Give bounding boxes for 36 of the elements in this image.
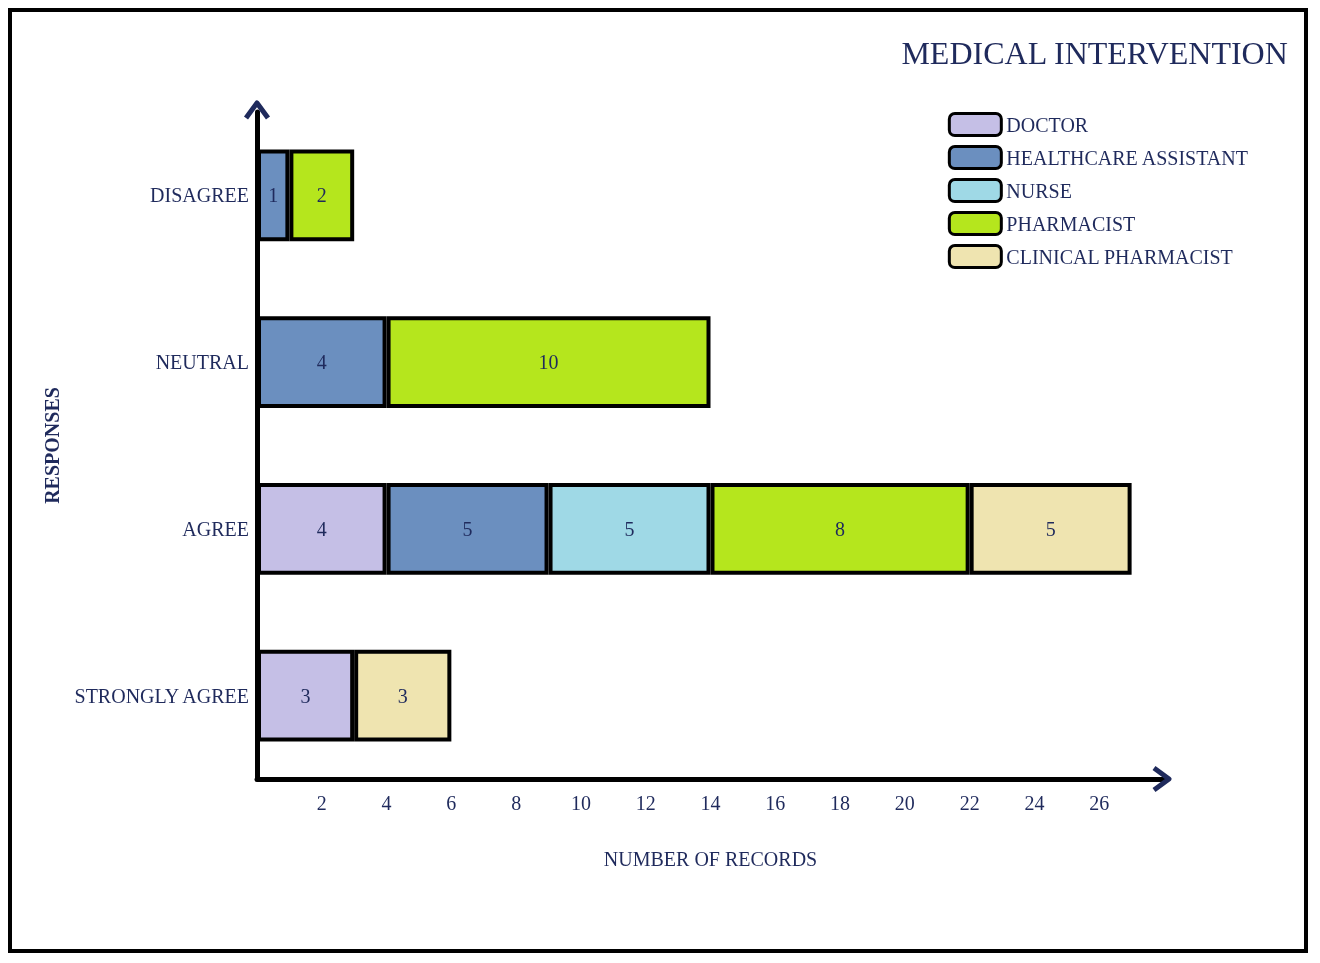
x-tick-label: 24	[1024, 792, 1045, 814]
x-axis-title: NUMBER OF RECORDS	[603, 848, 818, 870]
data-label: 4	[316, 351, 327, 374]
data-label: 10	[538, 351, 559, 374]
data-label: 2	[316, 184, 327, 207]
x-tick-label: 26	[1089, 792, 1110, 814]
legend-label: HEALTHCARE ASSISTANT	[1006, 146, 1248, 169]
y-tick-label: AGREE	[182, 517, 249, 540]
chart-title: MEDICAL INTERVENTION	[901, 35, 1288, 71]
x-tick-label: 2	[316, 792, 327, 814]
data-label: 5	[1045, 517, 1056, 540]
data-label: 3	[397, 684, 408, 707]
legend-label: DOCTOR	[1006, 113, 1089, 136]
x-tick-label: 22	[959, 792, 980, 814]
x-tick-label: 6	[446, 792, 457, 814]
data-label: 5	[462, 517, 473, 540]
x-tick-label: 16	[765, 792, 786, 814]
y-tick-label: DISAGREE	[150, 184, 249, 207]
x-tick-label: 18	[830, 792, 851, 814]
y-tick-label: STRONGLY AGREE	[74, 684, 249, 707]
data-label: 1	[268, 184, 279, 207]
data-label: 5	[624, 517, 635, 540]
data-label: 8	[835, 517, 846, 540]
x-tick-label: 20	[894, 792, 915, 814]
data-label: 4	[316, 517, 327, 540]
data-label: 3	[300, 684, 311, 707]
y-axis-title: RESPONSES	[40, 387, 63, 504]
x-tick-label: 4	[381, 792, 392, 814]
x-tick-label: 12	[635, 792, 656, 814]
x-tick-label: 14	[700, 792, 721, 814]
legend-label: NURSE	[1006, 179, 1072, 202]
y-tick-label: NEUTRAL	[155, 351, 249, 374]
legend-label: CLINICAL PHARMACIST	[1006, 245, 1233, 268]
legend-label: PHARMACIST	[1006, 212, 1136, 235]
x-tick-label: 10	[570, 792, 591, 814]
x-tick-label: 8	[511, 792, 522, 814]
